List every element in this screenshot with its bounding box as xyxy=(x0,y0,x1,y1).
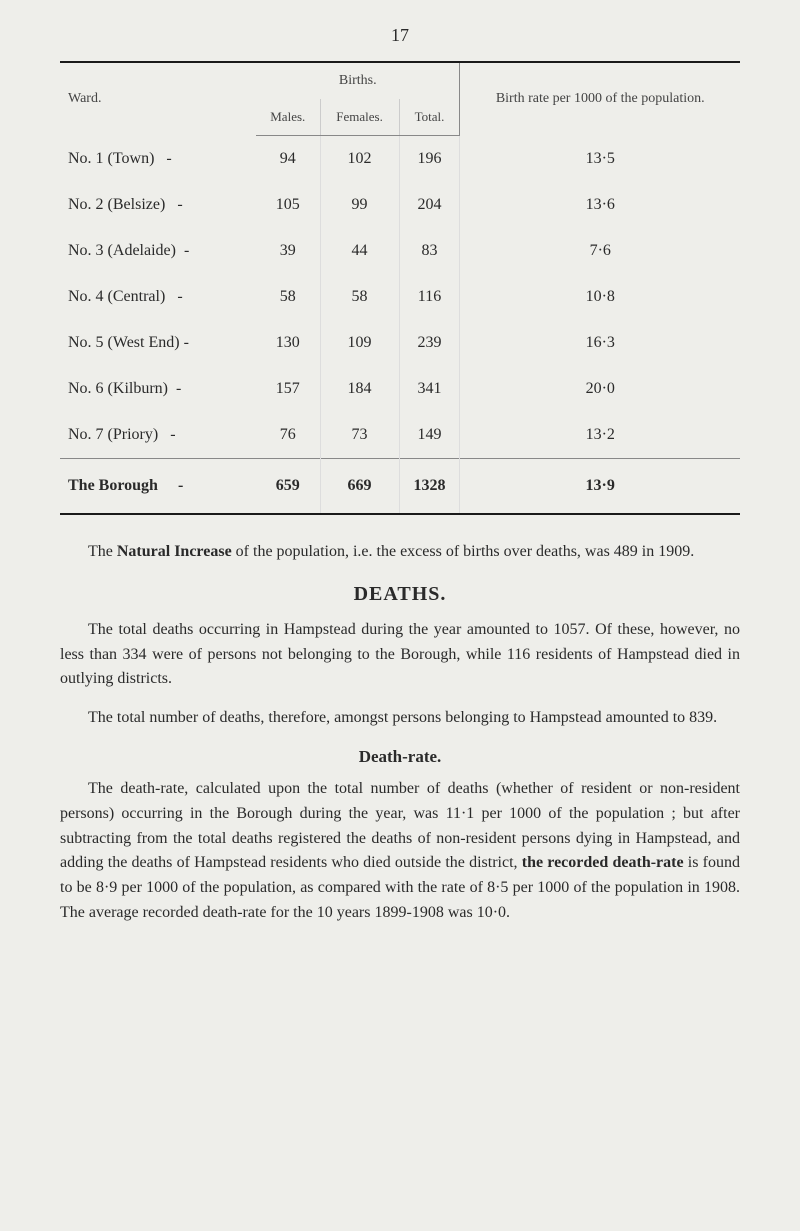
deaths-heading: DEATHS. xyxy=(60,583,740,606)
cell-males: 39 xyxy=(256,228,320,274)
births-table: Ward. Births. Birth rate per 1000 of the… xyxy=(60,61,740,515)
cell-males: 157 xyxy=(256,366,320,412)
natural-increase-bold: Natural Increase xyxy=(117,543,232,560)
table-row: No. 3 (Adelaide) - 39 44 83 7·6 xyxy=(60,228,740,274)
cell-females: 99 xyxy=(320,182,399,228)
text-fragment: The xyxy=(88,543,117,560)
cell-rate: 13·5 xyxy=(460,136,740,183)
cell-females: 102 xyxy=(320,136,399,183)
cell-ward: No. 3 (Adelaide) - xyxy=(60,228,256,274)
natural-increase-paragraph: The Natural Increase of the population, … xyxy=(60,540,740,565)
header-females: Females. xyxy=(320,99,399,136)
cell-total: 83 xyxy=(399,228,460,274)
cell-males: 94 xyxy=(256,136,320,183)
cell-ward: No. 1 (Town) - xyxy=(60,136,256,183)
table-row: No. 6 (Kilburn) - 157 184 341 20·0 xyxy=(60,366,740,412)
text-fragment: of the population, i.e. the excess of bi… xyxy=(232,543,695,560)
cell-rate-total: 13·9 xyxy=(460,459,740,515)
header-rate: Birth rate per 1000 of the population. xyxy=(460,62,740,136)
cell-total: 196 xyxy=(399,136,460,183)
header-ward: Ward. xyxy=(60,62,256,136)
deaths-paragraph-1: The total deaths occurring in Hampstead … xyxy=(60,618,740,692)
cell-rate: 7·6 xyxy=(460,228,740,274)
death-rate-heading: Death-rate. xyxy=(60,747,740,767)
cell-ward: No. 4 (Central) - xyxy=(60,274,256,320)
cell-ward: No. 5 (West End) - xyxy=(60,320,256,366)
cell-females: 58 xyxy=(320,274,399,320)
cell-ward: No. 6 (Kilburn) - xyxy=(60,366,256,412)
cell-total: 204 xyxy=(399,182,460,228)
cell-males: 105 xyxy=(256,182,320,228)
cell-rate: 16·3 xyxy=(460,320,740,366)
cell-total: 341 xyxy=(399,366,460,412)
cell-rate: 10·8 xyxy=(460,274,740,320)
cell-rate: 13·2 xyxy=(460,412,740,459)
page-number: 17 xyxy=(60,25,740,46)
cell-total: 116 xyxy=(399,274,460,320)
header-births-group: Births. xyxy=(256,62,460,99)
recorded-death-rate-bold: the recorded death-rate xyxy=(522,854,684,871)
table-total-row: The Borough - 659 669 1328 13·9 xyxy=(60,459,740,515)
cell-ward: No. 7 (Priory) - xyxy=(60,412,256,459)
cell-ward: No. 2 (Belsize) - xyxy=(60,182,256,228)
table-row: No. 1 (Town) - 94 102 196 13·5 xyxy=(60,136,740,183)
cell-total: 239 xyxy=(399,320,460,366)
cell-ward-total: The Borough - xyxy=(60,459,256,515)
table-row: No. 4 (Central) - 58 58 116 10·8 xyxy=(60,274,740,320)
deaths-paragraph-2: The total number of deaths, therefore, a… xyxy=(60,706,740,731)
table-body: No. 1 (Town) - 94 102 196 13·5 No. 2 (Be… xyxy=(60,136,740,515)
cell-females-total: 669 xyxy=(320,459,399,515)
cell-females: 109 xyxy=(320,320,399,366)
header-males: Males. xyxy=(256,99,320,136)
cell-total: 149 xyxy=(399,412,460,459)
table-row: No. 5 (West End) - 130 109 239 16·3 xyxy=(60,320,740,366)
cell-rate: 20·0 xyxy=(460,366,740,412)
death-rate-paragraph: The death-rate, calculated upon the tota… xyxy=(60,777,740,926)
document-page: 17 Ward. Births. Birth rate per 1000 of … xyxy=(0,0,800,1231)
cell-males: 76 xyxy=(256,412,320,459)
cell-rate: 13·6 xyxy=(460,182,740,228)
cell-males: 130 xyxy=(256,320,320,366)
cell-total-total: 1328 xyxy=(399,459,460,515)
cell-females: 184 xyxy=(320,366,399,412)
cell-females: 73 xyxy=(320,412,399,459)
cell-females: 44 xyxy=(320,228,399,274)
cell-males-total: 659 xyxy=(256,459,320,515)
table-row: No. 2 (Belsize) - 105 99 204 13·6 xyxy=(60,182,740,228)
table-row: No. 7 (Priory) - 76 73 149 13·2 xyxy=(60,412,740,459)
header-total: Total. xyxy=(399,99,460,136)
table-header: Ward. Births. Birth rate per 1000 of the… xyxy=(60,62,740,136)
cell-males: 58 xyxy=(256,274,320,320)
